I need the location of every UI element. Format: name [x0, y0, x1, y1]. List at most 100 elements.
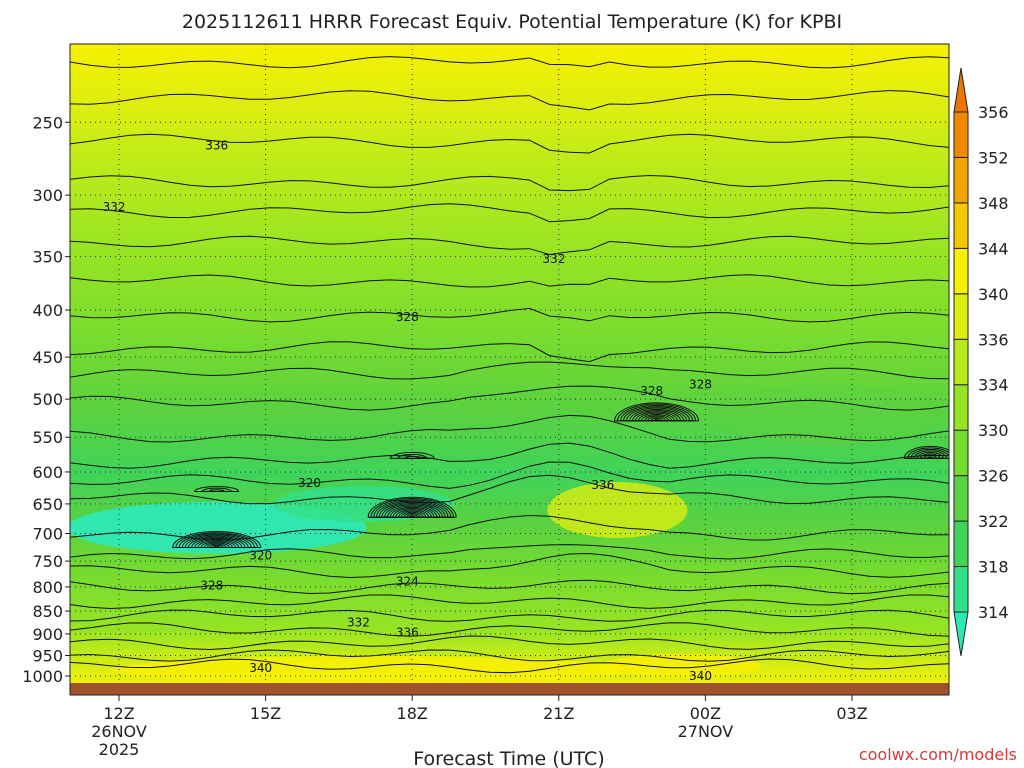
closed-contour: [375, 500, 449, 518]
contour-label: 332: [542, 252, 565, 266]
closed-contour: [370, 498, 454, 518]
closed-contour: [201, 487, 232, 492]
ground-strip: [70, 683, 949, 695]
contour-label: 328: [640, 384, 663, 398]
contour-label: 328: [396, 310, 419, 324]
contour-line: [70, 579, 949, 595]
x-tick-label: 18Z: [397, 704, 428, 723]
colorbar-label: 340: [978, 285, 1009, 304]
closed-contour: [389, 451, 435, 459]
colorbar-segment: [953, 475, 969, 522]
closed-contour: [378, 501, 446, 518]
contour-line: [70, 90, 949, 111]
x-axis-label: Forecast Time (UTC): [413, 748, 604, 768]
closed-contour: [635, 411, 679, 422]
colorbar-segment: [953, 156, 969, 204]
closed-contour: [632, 410, 682, 422]
y-tick-label: 750: [32, 552, 63, 571]
contour-line: [70, 594, 949, 610]
y-tick-label: 350: [32, 248, 63, 267]
colorbar: 314 318 322 326 330 334 336 340 344 348 352 356: [953, 67, 1009, 657]
colorbar-label: 356: [978, 103, 1009, 122]
colorbar-segment: [953, 520, 969, 568]
credit-text[interactable]: coolwx.com/models: [859, 745, 1017, 764]
chart-title: 2025112611 HRRR Forecast Equiv. Potentia…: [182, 11, 842, 33]
colorbar-label: 336: [978, 330, 1009, 349]
closed-contour: [373, 499, 452, 518]
closed-contour: [397, 453, 428, 459]
contour-line: [70, 552, 949, 579]
theta-e-field: [70, 44, 949, 695]
colorbar-segment: [953, 566, 969, 613]
closed-contour: [400, 511, 424, 518]
x-tick-label: 15Z: [250, 704, 281, 723]
closed-contour: [626, 407, 688, 422]
y-tick-label: 850: [32, 602, 63, 621]
contour-line: [70, 414, 949, 443]
contour-line: [70, 635, 949, 651]
y-tick-label: 700: [32, 525, 63, 544]
contour-label: 340: [689, 669, 712, 683]
contour-label: 340: [249, 661, 272, 675]
contour-label: 336: [205, 139, 228, 153]
contour-line: [70, 235, 949, 256]
closed-contour: [367, 496, 457, 518]
closed-contour: [644, 415, 670, 422]
colorbar-label: 334: [978, 376, 1009, 395]
closed-contour: [641, 414, 673, 422]
x-tick-date: 27NOV: [678, 722, 734, 741]
colorbar-segment: [953, 247, 969, 295]
closed-contour: [191, 537, 243, 549]
y-tick-label: 900: [32, 625, 63, 644]
closed-contour: [175, 532, 259, 549]
contour-line: [70, 474, 949, 505]
closed-contour: [623, 406, 691, 422]
warm-surface-layer: [113, 655, 634, 684]
contour-line: [70, 56, 949, 69]
contour-line: [70, 658, 949, 674]
y-tick-label: 600: [32, 463, 63, 482]
closed-contour: [194, 485, 240, 492]
contour-line: [70, 385, 949, 411]
colorbar-label: 318: [978, 558, 1009, 577]
closed-contour: [194, 539, 240, 549]
colorbar-label: 352: [978, 148, 1009, 167]
y-tick-label: 950: [32, 647, 63, 666]
contour-line: [70, 133, 949, 154]
closed-contour: [919, 453, 941, 459]
colorbar-label: 348: [978, 194, 1009, 213]
x-tick-label: 12Z: [103, 704, 134, 723]
grid-lines: [70, 44, 949, 695]
plot-frame: [69, 43, 950, 696]
closed-contour: [906, 447, 949, 459]
contour-line: [70, 544, 949, 560]
closed-contour: [197, 540, 237, 549]
contour-label: 332: [347, 616, 370, 630]
y-tick-label: 650: [32, 495, 63, 514]
colorbar-segment: [953, 293, 969, 340]
colorbar-segment: [953, 384, 969, 431]
y-tick-label: 500: [32, 390, 63, 409]
closed-contour: [181, 534, 252, 549]
closed-contour: [389, 506, 435, 518]
closed-contour: [620, 405, 694, 422]
x-tick-label: 03Z: [836, 704, 867, 723]
colorbar-extend-min: [953, 611, 969, 657]
contour-label: 328: [689, 377, 712, 391]
closed-contour: [397, 510, 427, 518]
y-tick-label: 250: [32, 113, 63, 132]
contour-line: [70, 174, 949, 192]
colorbar-segment: [953, 429, 969, 477]
contour-label: 320: [298, 476, 321, 490]
contour-line: [70, 609, 949, 622]
contour-line: [70, 307, 949, 323]
colorbar-label: 326: [978, 467, 1009, 486]
contour-line: [70, 649, 949, 662]
contour-line: [70, 203, 949, 223]
y-tick-label: 400: [32, 301, 63, 320]
closed-contour: [187, 536, 246, 549]
closed-contour: [184, 535, 249, 549]
closed-contour: [910, 448, 949, 459]
